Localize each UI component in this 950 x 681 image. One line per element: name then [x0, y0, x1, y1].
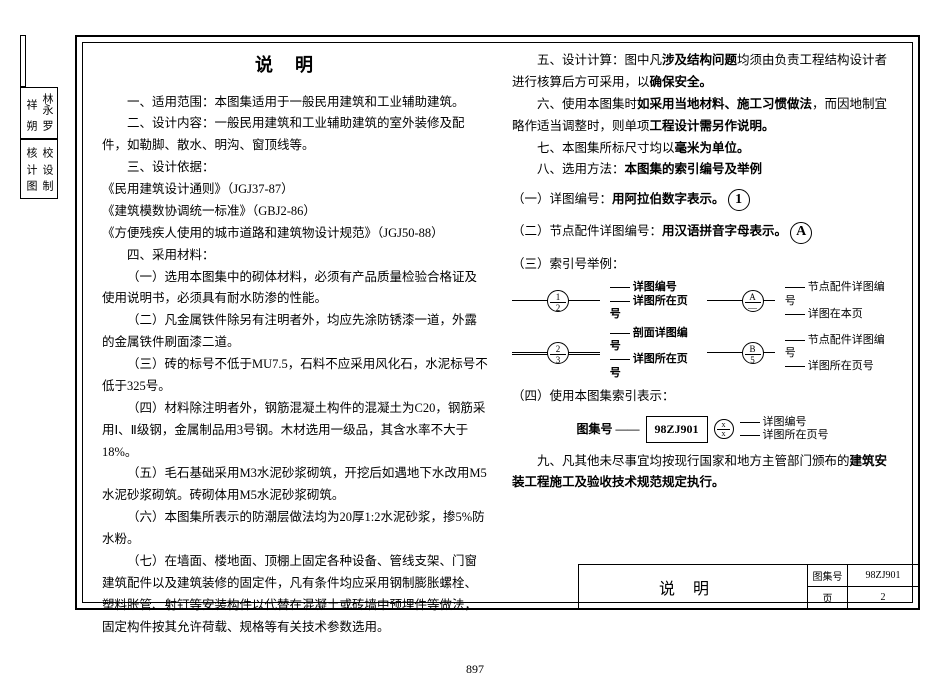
- sym-top: x: [722, 421, 726, 429]
- para: 九、凡其他未尽事宜均按现行国家和地方主管部门颁布的建筑安装工程施工及验收技术规范…: [512, 451, 893, 495]
- text: 六、使用本图集时: [537, 97, 637, 111]
- label: 节点配件详图编号: [785, 281, 893, 307]
- circle-letter-icon: A: [790, 222, 812, 244]
- diagram-labels: 详图编号 详图所在页号: [610, 281, 697, 321]
- meta-row: 页 2: [808, 587, 918, 608]
- side-text: 制图: [23, 177, 55, 194]
- index-symbol: B 5: [707, 339, 775, 367]
- text: （一）详图编号：: [512, 192, 612, 206]
- bold-text: 确保安全。: [650, 75, 713, 89]
- para: （五）毛石基础采用M3水泥砂浆砌筑，开挖后如遇地下水改用M5水泥砂浆砌筑。砖砌体…: [102, 463, 488, 507]
- diagram-labels: 节点配件详图编号 详图所在页号: [785, 334, 893, 374]
- side-text: 林永祥: [23, 92, 55, 116]
- atlas-code-box: 98ZJ901: [646, 416, 708, 443]
- index-symbol: 2 3: [512, 339, 600, 367]
- sym-top: A: [743, 292, 763, 302]
- bold-text: 用汉语拼音字母表示。: [662, 224, 787, 238]
- sym-top: 2: [548, 344, 568, 354]
- para: 二、设计内容：一般民用建筑和工业辅助建筑的室外装修及配件，如勒脚、散水、明沟、窗…: [102, 113, 488, 157]
- sym-bot: x: [722, 430, 726, 438]
- side-approval-boxes: 林永祥 罗 朔 校核 设计 制图: [20, 35, 75, 199]
- index-symbol: 1 2: [512, 287, 600, 315]
- para: （四）材料除注明者外，钢筋混凝土构件的混凝土为C20，钢筋采用Ⅰ、Ⅱ级钢，金属制…: [102, 398, 488, 464]
- index-diagram-row: 2 3 剖面详图编号 详图所在页号 B 5 节点配件详图编号 详图所在页号: [512, 327, 893, 380]
- label: 剖面详图编号: [610, 327, 697, 353]
- label: 节点配件详图编号: [785, 334, 893, 360]
- para: 六、使用本图集时如采用当地材料、施工习惯做法，而因地制宜略作适当调整时，则单项工…: [512, 94, 893, 138]
- fraction-circle-icon: A —: [742, 290, 764, 312]
- para: （六）本图集所表示的防潮层做法均为20厚1:2水泥砂浆，掺5%防水粉。: [102, 507, 488, 551]
- para: 五、设计计算：图中凡涉及结构问题均须由负责工程结构设计者进行核算后方可采用，以确…: [512, 50, 893, 94]
- text: 五、设计计算：图中凡: [537, 53, 662, 67]
- para: 四、采用材料：: [102, 245, 488, 267]
- sub-item: （四）使用本图集索引表示：: [512, 386, 893, 408]
- sub-item: （一）详图编号：用阿拉伯数字表示。 1: [512, 189, 893, 211]
- left-column: 说明 一、适用范围：本图集适用于一般民用建筑和工业辅助建筑。 二、设计内容：一般…: [90, 50, 500, 590]
- fraction-circle-icon: 2 3: [547, 342, 569, 364]
- content-area: 说明 一、适用范围：本图集适用于一般民用建筑和工业辅助建筑。 二、设计内容：一般…: [90, 50, 905, 590]
- page-number: 897: [0, 662, 950, 677]
- sym-bot: 3: [548, 355, 568, 365]
- bold-text: 涉及结构问题: [662, 53, 737, 67]
- para: 一、适用范围：本图集适用于一般民用建筑和工业辅助建筑。: [102, 92, 488, 114]
- para: （一）选用本图集中的砌体材料，必须有产品质量检验合格证及使用说明书，必须具有耐水…: [102, 267, 488, 311]
- label: 详图在本页: [785, 308, 893, 321]
- text: 八、选用方法：: [537, 162, 625, 176]
- meta-key: 页: [808, 587, 848, 608]
- para: 《民用建筑设计通则》（JGJ37-87）: [102, 179, 488, 201]
- para: （七）在墙面、楼地面、顶棚上固定各种设备、管线支架、门窗建筑配件以及建筑装修的固…: [102, 551, 488, 639]
- label: 详图编号: [740, 416, 829, 429]
- label: 详图所在页号: [740, 429, 829, 442]
- side-box-3: 校核 设计 制图: [20, 139, 58, 199]
- para: 三、设计依据：: [102, 157, 488, 179]
- side-text: 校核: [23, 144, 55, 161]
- sym-bot: 5: [743, 355, 763, 365]
- fraction-circle-icon: B 5: [742, 342, 764, 364]
- fraction-circle-icon: 1 2: [547, 290, 569, 312]
- diagram-labels: 节点配件详图编号 详图在本页: [785, 281, 893, 321]
- text: 七、本图集所标尺寸均以: [537, 141, 675, 155]
- para: 《建筑模数协调统一标准》（GBJ2-86）: [102, 201, 488, 223]
- para: 《方便残疾人使用的城市道路和建筑物设计规范》（JGJ50-88）: [102, 223, 488, 245]
- sym-top: B: [743, 344, 763, 354]
- meta-val: 2: [848, 587, 918, 608]
- label: 详图编号: [610, 281, 697, 294]
- text: （二）节点配件详图编号：: [512, 224, 662, 238]
- label: 详图所在页号: [610, 295, 697, 321]
- index-symbol: A —: [707, 287, 775, 315]
- side-box-1: [20, 35, 26, 87]
- document-title: 说明: [102, 50, 488, 82]
- right-column: 五、设计计算：图中凡涉及结构问题均须由负责工程结构设计者进行核算后方可采用，以确…: [500, 50, 905, 590]
- sym-top: 1: [548, 292, 568, 302]
- fraction-circle-icon: x x: [714, 419, 734, 439]
- para: 七、本图集所标尺寸均以毫米为单位。: [512, 138, 893, 160]
- sym-bot: —: [743, 303, 763, 313]
- bold-text: 毫米为单位。: [675, 141, 750, 155]
- label: 详图所在页号: [785, 360, 893, 373]
- bold-text: 工程设计需另作说明。: [650, 119, 775, 133]
- para: 八、选用方法：本图集的索引编号及举例: [512, 159, 893, 181]
- circle-number-icon: 1: [728, 189, 750, 211]
- para: （二）凡金属铁件除另有注明者外，均应先涂防锈漆一道，外露的金属铁件刷面漆二道。: [102, 310, 488, 354]
- index-diagram-row: 1 2 详图编号 详图所在页号 A — 节点配件详图编号 详图在本页: [512, 281, 893, 321]
- text: （四）使用本图集索引表示：: [512, 389, 675, 403]
- diagram-labels: 详图编号 详图所在页号: [740, 416, 829, 442]
- text: 九、凡其他未尽事宜均按现行国家和地方主管部门颁布的: [537, 454, 850, 468]
- label: 详图所在页号: [610, 353, 697, 379]
- atlas-index-diagram: 图集号 —— 98ZJ901 x x 详图编号 详图所在页号: [512, 416, 893, 443]
- sub-item: （二）节点配件详图编号：用汉语拼音字母表示。 A: [512, 221, 893, 243]
- atlas-label: 图集号 ——: [576, 419, 639, 440]
- bold-text: 如采用当地材料、施工习惯做法: [637, 97, 812, 111]
- side-text: 设计: [23, 161, 55, 178]
- diagram-labels: 剖面详图编号 详图所在页号: [610, 327, 697, 380]
- side-box-2: 林永祥 罗 朔: [20, 87, 58, 139]
- para: （三）砖的标号不低于MU7.5，石料不应采用风化石，水泥标号不低于325号。: [102, 354, 488, 398]
- bold-text: 本图集的索引编号及举例: [625, 162, 763, 176]
- bold-text: 用阿拉伯数字表示。: [612, 192, 725, 206]
- sub-item: （三）索引号举例：: [512, 254, 893, 276]
- side-text: 罗 朔: [23, 116, 55, 134]
- sym-bot: 2: [548, 303, 568, 313]
